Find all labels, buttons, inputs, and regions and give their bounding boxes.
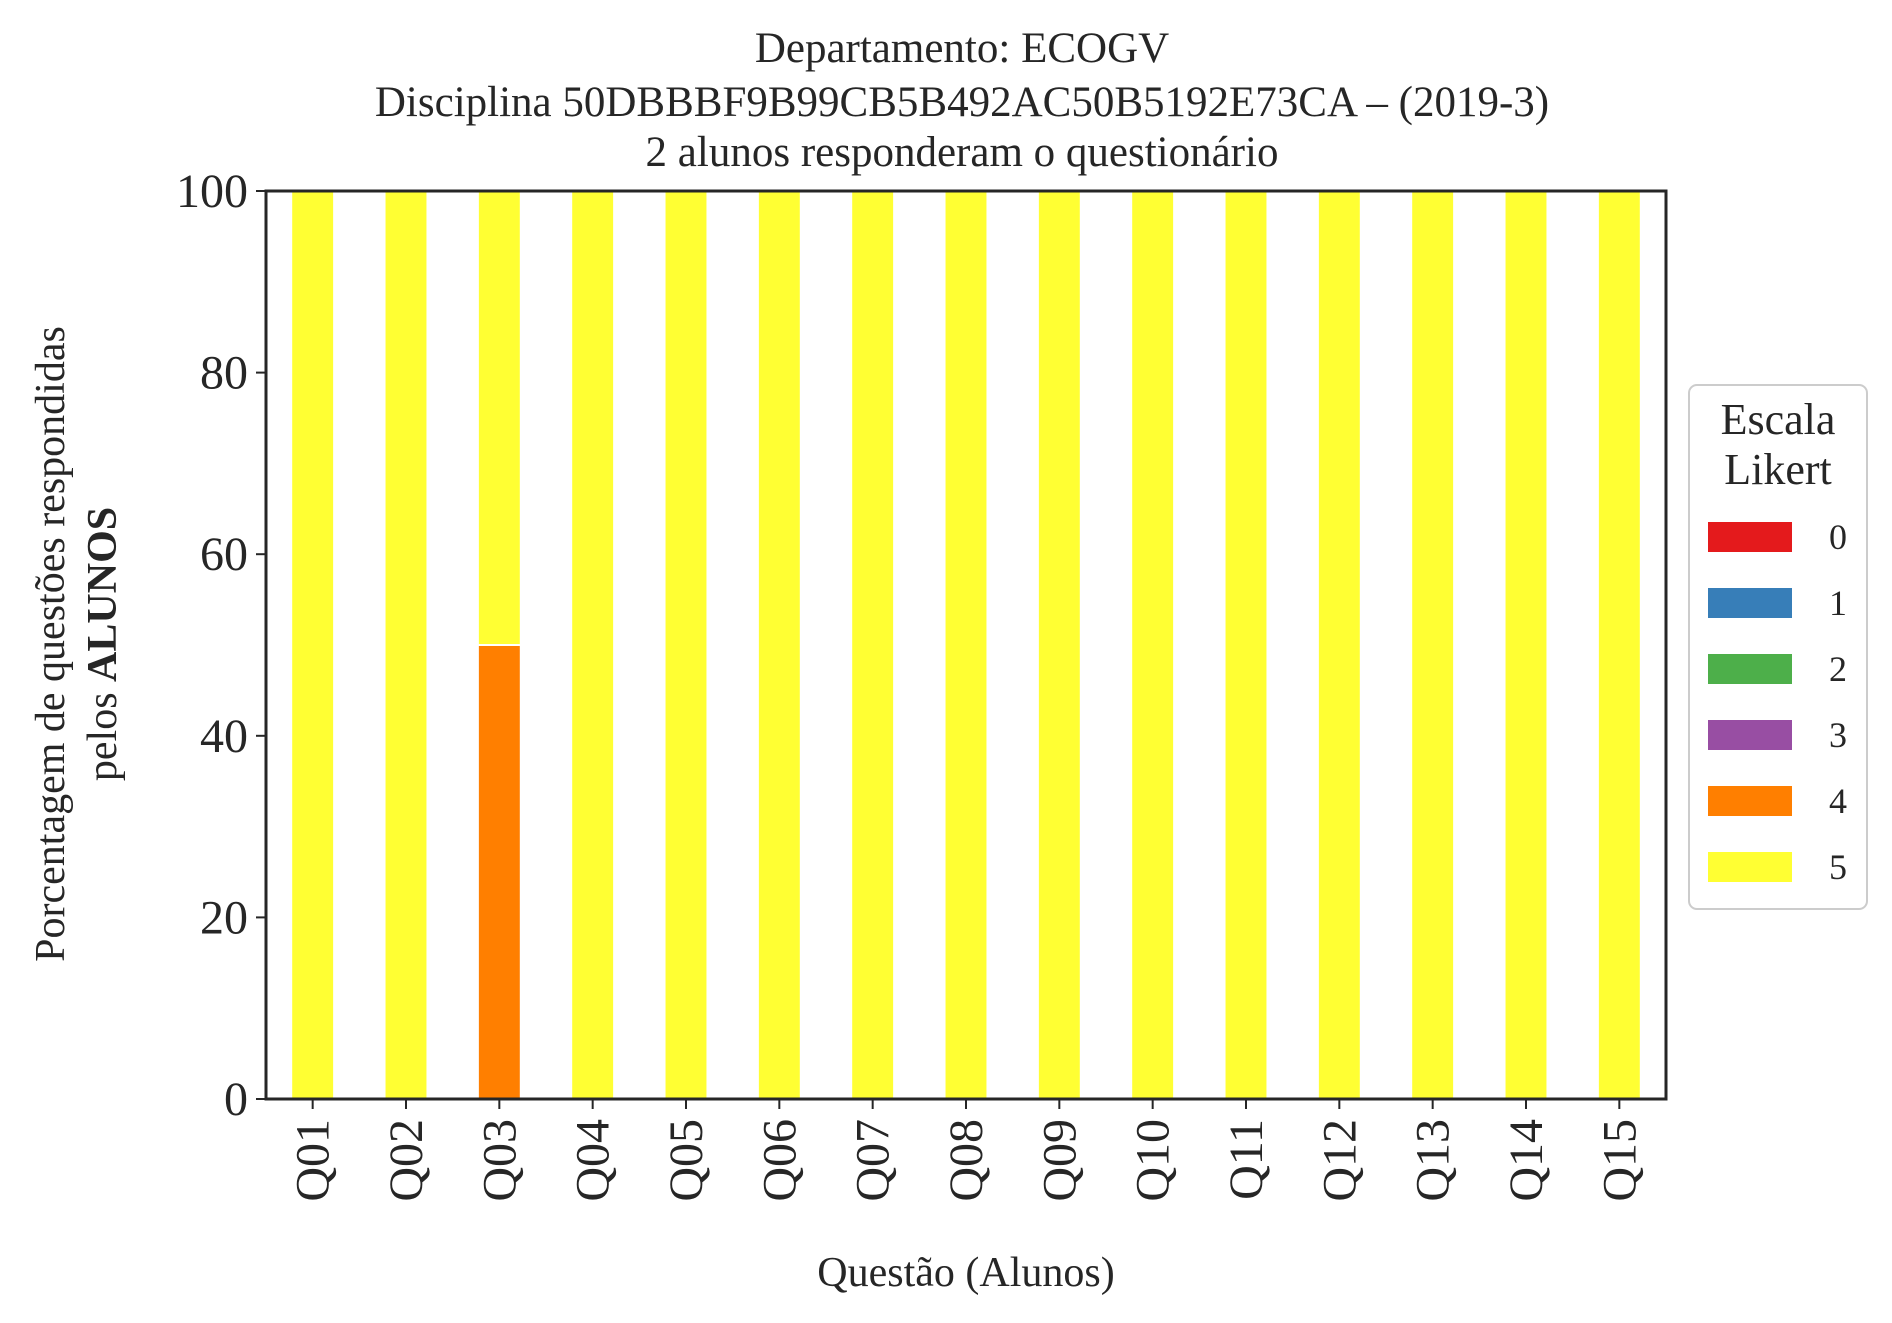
bar-q05-likert-5 — [663, 190, 709, 1100]
y-axis-label-bold: ALUNOS — [80, 507, 126, 682]
y-tick-label-60: 60 — [200, 528, 248, 581]
x-tick-label-q03: Q03 — [473, 1119, 526, 1202]
x-tick-label-q04: Q04 — [567, 1119, 620, 1202]
y-tick-label-80: 80 — [200, 347, 248, 400]
bar-q14-likert-5 — [1503, 190, 1549, 1100]
bar-q02-likert-5 — [383, 190, 429, 1100]
y-tick-label-0: 0 — [224, 1073, 248, 1126]
y-axis-label-line-1: Porcentagem de questões respondidas — [28, 326, 74, 962]
x-tick-label-q15: Q15 — [1593, 1119, 1646, 1202]
chart-title-line-1: Departamento: ECOGV — [755, 25, 1169, 72]
y-tick-label-20: 20 — [200, 891, 248, 944]
x-tick-label-q13: Q13 — [1407, 1119, 1460, 1202]
y-axis-label-line-2: pelos ALUNOS — [80, 507, 126, 781]
x-tick-label-q09: Q09 — [1033, 1119, 1086, 1202]
legend-box — [1688, 384, 1868, 910]
bar-q11-likert-5 — [1223, 190, 1269, 1100]
legend-swatch-3 — [1708, 720, 1792, 750]
legend-title-line-2: Likert — [1724, 445, 1832, 494]
bar-q15-likert-5 — [1596, 190, 1642, 1100]
bar-q09-likert-5 — [1036, 190, 1082, 1100]
bar-q07-likert-5 — [850, 190, 896, 1100]
x-tick-label-q10: Q10 — [1127, 1119, 1180, 1202]
y-axis-ticks: 0 20 40 60 80 100 — [176, 165, 266, 1126]
y-axis-label-prefix: pelos — [80, 682, 126, 781]
legend-title-line-1: Escala — [1721, 395, 1836, 444]
bar-q03-likert-5 — [476, 190, 522, 646]
x-tick-label-q11: Q11 — [1220, 1119, 1273, 1200]
bar-q01-likert-5 — [290, 190, 336, 1100]
y-tick-label-40: 40 — [200, 710, 248, 763]
legend-label-1: 1 — [1829, 583, 1847, 623]
x-axis-ticks: Q01 Q02 Q03 Q04 Q05 Q06 Q07 Q08 Q09 Q10 Q11 Q12 Q13 Q… — [287, 1099, 1646, 1202]
bar-q10-likert-5 — [1130, 190, 1176, 1100]
x-tick-label-q06: Q06 — [753, 1119, 806, 1202]
x-tick-label-q12: Q12 — [1313, 1119, 1366, 1202]
chart-title-line-2: Disciplina 50DBBBF9B99CB5B492AC50B5192E7… — [375, 79, 1549, 126]
legend-label-0: 0 — [1829, 517, 1847, 557]
y-axis-label: Porcentagem de questões respondidas pelo… — [28, 326, 126, 962]
x-tick-label-q07: Q07 — [847, 1119, 900, 1202]
legend-items: 0 1 2 3 4 5 — [1708, 517, 1847, 887]
legend: Escala Likert 0 1 2 3 4 5 — [1688, 384, 1868, 910]
bar-q04-likert-5 — [570, 190, 616, 1100]
legend-swatch-4 — [1708, 786, 1792, 816]
y-tick-label-100: 100 — [176, 165, 248, 218]
bar-q03-likert-4 — [476, 644, 522, 1100]
legend-label-4: 4 — [1829, 781, 1847, 821]
legend-label-2: 2 — [1829, 649, 1847, 689]
bar-q12-likert-5 — [1316, 190, 1362, 1100]
x-tick-label-q14: Q14 — [1500, 1119, 1553, 1202]
legend-swatch-1 — [1708, 588, 1792, 618]
legend-swatch-0 — [1708, 522, 1792, 552]
legend-swatch-2 — [1708, 654, 1792, 684]
legend-label-5: 5 — [1829, 847, 1847, 887]
x-tick-label-q02: Q02 — [380, 1119, 433, 1202]
chart-title-line-3: 2 alunos responderam o questionário — [646, 129, 1279, 176]
legend-swatch-5 — [1708, 852, 1792, 882]
bars-layer — [290, 190, 1642, 1100]
x-tick-label-q01: Q01 — [287, 1119, 340, 1202]
bar-q06-likert-5 — [756, 190, 802, 1100]
bar-q13-likert-5 — [1410, 190, 1456, 1100]
legend-label-3: 3 — [1829, 715, 1847, 755]
x-tick-label-q08: Q08 — [940, 1119, 993, 1202]
x-axis-label: Questão (Alunos) — [817, 1250, 1114, 1296]
x-tick-label-q05: Q05 — [660, 1119, 713, 1202]
bar-q08-likert-5 — [943, 190, 989, 1100]
